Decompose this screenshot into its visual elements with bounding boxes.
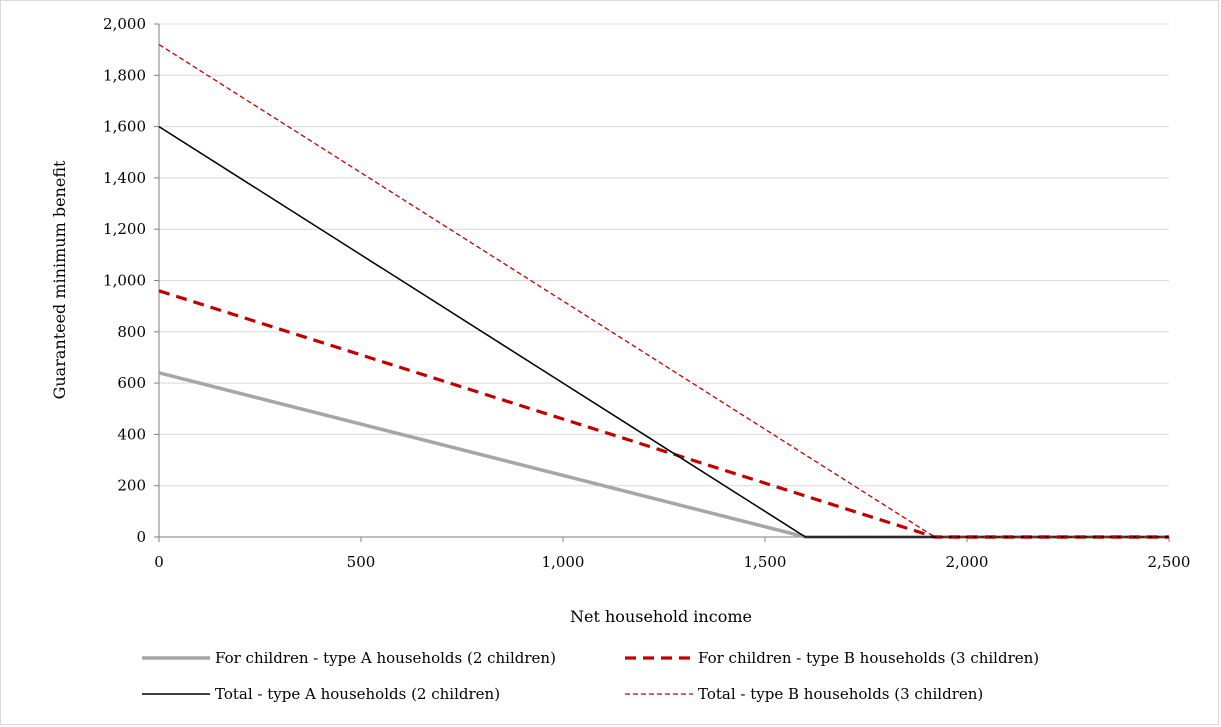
y-tick-label: 1,400 [103, 169, 146, 187]
legend-label: Total - type A households (2 children) [215, 685, 500, 703]
legend-label: For children - type A households (2 chil… [215, 649, 556, 667]
x-tick-label: 2,000 [946, 553, 989, 571]
x-tick-label: 1,000 [542, 553, 585, 571]
x-tick-label: 500 [347, 553, 376, 571]
y-tick-label: 1,000 [103, 272, 146, 290]
y-tick-label: 600 [117, 374, 146, 392]
y-tick-label: 2,000 [103, 15, 146, 33]
y-tick-label: 200 [117, 477, 146, 495]
y-tick-label: 0 [136, 528, 146, 546]
series-line-3 [158, 125, 1169, 538]
x-tick-label: 2,500 [1148, 553, 1191, 571]
x-tick-label: 0 [154, 553, 164, 571]
x-tick-label: 1,500 [744, 553, 787, 571]
y-tick-label: 1,200 [103, 220, 146, 238]
legend-label: Total - type B households (3 children) [698, 685, 983, 703]
x-axis-label: Net household income [570, 607, 752, 626]
axes [154, 23, 1170, 542]
legend: For children - type A households (2 chil… [142, 649, 1039, 703]
y-axis-ticks: 0 200 400 600 800 1,000 1,200 1,400 1,600 1,800 2,… [103, 15, 146, 546]
x-axis-ticks: 0 500 1,000 1,500 2,000 2,500 [154, 553, 1190, 571]
data-series [158, 43, 1169, 539]
series-line-4 [158, 43, 1169, 538]
y-tick-label: 800 [117, 323, 146, 341]
y-tick-label: 1,800 [103, 66, 146, 84]
y-tick-label: 1,600 [103, 118, 146, 136]
series-line-1 [158, 371, 1169, 539]
legend-label: For children - type B households (3 chil… [698, 649, 1039, 667]
gridlines [159, 23, 1169, 487]
y-axis-label: Guaranteed minimum benefit [50, 160, 69, 399]
y-tick-label: 400 [117, 425, 146, 443]
